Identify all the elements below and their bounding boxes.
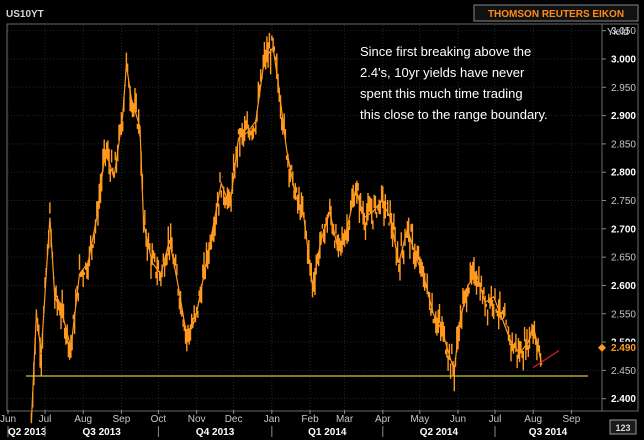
x-tick-label: Mar (336, 414, 354, 425)
y-axis-label: Yield (607, 27, 629, 38)
annotation: Since first breaking above the 2.4's, 10… (360, 44, 548, 122)
brand-box (473, 4, 639, 22)
grid-lines (7, 25, 601, 410)
x-tick-label: Nov (188, 414, 206, 425)
series-line-0 (30, 46, 543, 422)
last-value-marker (598, 343, 606, 352)
quarter-label: Q2 2013 (8, 427, 47, 438)
x-tick-label: Apr (375, 414, 391, 425)
x-tick-label: Dec (225, 414, 243, 425)
x-tick-label: Aug (74, 414, 92, 425)
annotation-line-3: spent this much time trading (360, 86, 523, 101)
ticker-label: US10YT (6, 9, 44, 20)
scroll-button-label: 123 (615, 423, 630, 433)
y-tick-label: 2.700 (611, 224, 636, 235)
trend-line (532, 350, 560, 369)
x-tick-label: Aug (524, 414, 542, 425)
x-tick-label: Jan (264, 414, 280, 425)
x-tick-label: Jun (0, 414, 16, 425)
quarter-label: Q4 2013 (196, 427, 235, 438)
x-tick-label: Feb (301, 414, 319, 425)
y-tick-label: 2.850 (611, 139, 636, 150)
x-tick-label: Jun (450, 414, 466, 425)
quarter-label: Q2 2014 (420, 427, 459, 438)
overlays: 2.490 (26, 341, 637, 377)
annotation-line-1: Since first breaking above the (360, 44, 531, 59)
y-tick-label: 2.550 (611, 309, 636, 320)
x-tick-label: Oct (151, 414, 167, 425)
y-tick-label: 3.000 (611, 54, 636, 65)
y-tick-label: 2.450 (611, 366, 636, 377)
annotation-line-4: this close to the range boundary. (360, 107, 548, 122)
y-tick-label: 2.600 (611, 281, 636, 292)
x-tick-label: Sep (113, 414, 131, 425)
y-tick-label: 2.750 (611, 196, 636, 207)
y-tick-label: 2.950 (611, 83, 636, 94)
last-value-label: 2.490 (611, 343, 636, 354)
annotation-line-2: 2.4's, 10yr yields have never (360, 65, 525, 80)
brand-label: THOMSON REUTERS EIKON (488, 9, 624, 20)
x-tick-label: Jul (39, 414, 52, 425)
yield-series (30, 32, 543, 424)
quarter-label: Q3 2014 (529, 427, 568, 438)
x-axis-ticks: Jun Jul Aug Sep Oct Nov Dec Jan Feb Mar Apr May Jun J… (0, 410, 581, 438)
y-tick-label: 2.650 (611, 253, 636, 264)
y-tick-label: 2.400 (611, 394, 636, 405)
y-tick-label: 2.800 (611, 168, 636, 179)
y-tick-label: 2.900 (611, 111, 636, 122)
x-tick-label: Jul (489, 414, 502, 425)
x-tick-label: May (410, 414, 429, 425)
quarter-label: Q1 2014 (308, 427, 347, 438)
last-value-box (607, 341, 637, 354)
scroll-button[interactable] (609, 419, 637, 435)
x-tick-label: Sep (563, 414, 581, 425)
quarter-label: Q3 2013 (83, 427, 122, 438)
y-tick-label: 3.050 (611, 26, 636, 37)
